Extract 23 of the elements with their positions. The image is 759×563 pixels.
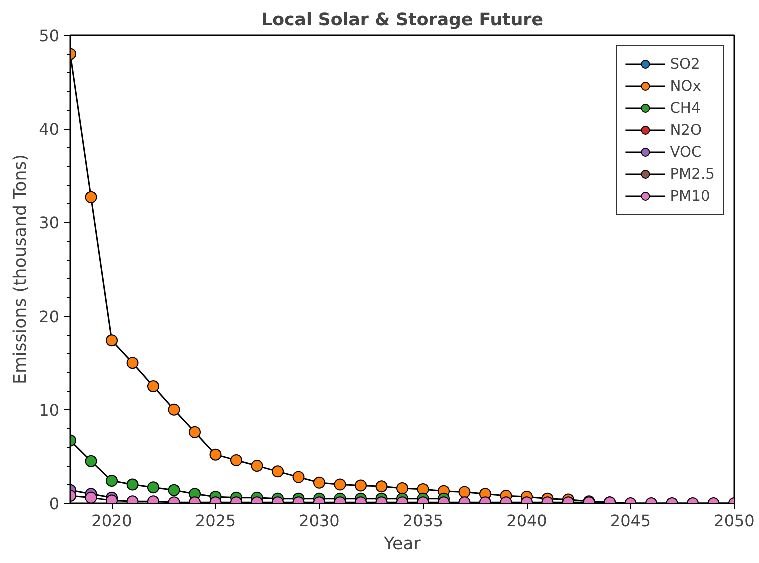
y-tick-label: 40: [39, 120, 60, 140]
y-axis-title: Emissions (thousand Tons): [11, 154, 32, 384]
x-tick-label: 2045: [610, 512, 652, 530]
x-tick-label: 2035: [402, 512, 444, 530]
y-tick-label: 10: [39, 400, 60, 420]
x-tick-label: 2030: [299, 512, 340, 530]
legend-label: PM10: [670, 188, 710, 204]
legend-label: VOC: [670, 144, 702, 160]
x-tick-label: 2050: [714, 512, 755, 530]
y-tick-label: 0: [49, 494, 60, 514]
x-tick-label: 2025: [195, 512, 236, 530]
legend-label: CH4: [670, 100, 701, 116]
x-tick-label: 2020: [92, 512, 132, 530]
legend-label: PM2.5: [670, 166, 715, 182]
legend-label: N2O: [670, 122, 702, 138]
legend-label: NOx: [670, 78, 702, 94]
y-tick-label: 50: [39, 26, 60, 46]
x-axis-title: Year: [383, 534, 422, 554]
x-tick-label: 2040: [506, 512, 548, 530]
y-tick-label: 30: [39, 214, 60, 233]
y-tick-label: 20: [39, 307, 60, 326]
legend-label: SO2: [670, 56, 700, 72]
chart-title: Local Solar & Storage Future: [262, 10, 544, 30]
